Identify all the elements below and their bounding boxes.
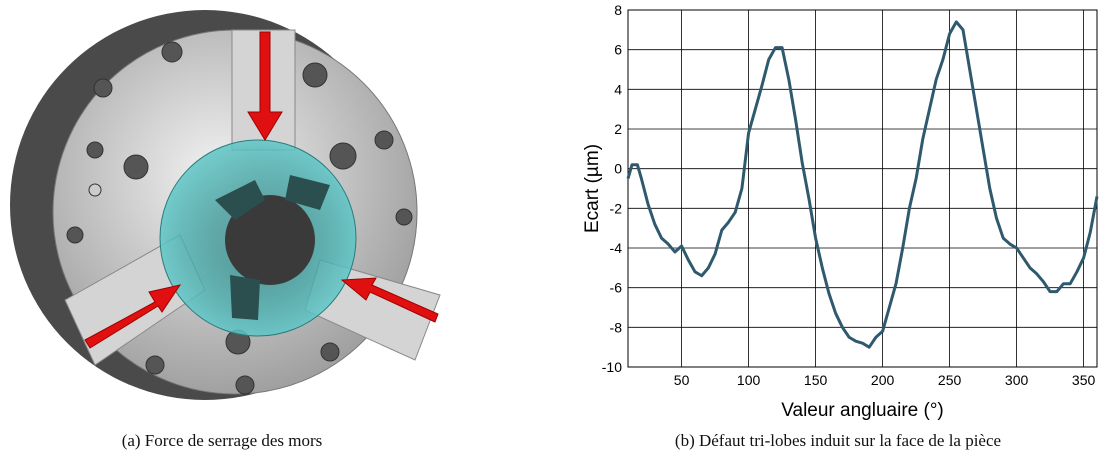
y-tick-label: -6 bbox=[610, 280, 623, 296]
caption-a: (a) Force de serrage des mors bbox=[122, 431, 323, 450]
plot-frame bbox=[627, 9, 1098, 368]
x-axis-label: Valeur angluaire (°) bbox=[781, 400, 944, 421]
x-tick-label: 200 bbox=[871, 372, 895, 388]
y-tick-label: 2 bbox=[614, 121, 622, 137]
y-tick-label: 0 bbox=[614, 161, 622, 177]
x-tick-label: 50 bbox=[674, 372, 690, 388]
caption-b: (b) Défaut tri-lobes induit sur la face … bbox=[675, 431, 1001, 450]
y-axis-label: Ecart (µm) bbox=[582, 144, 603, 233]
x-tick-label: 350 bbox=[1072, 372, 1096, 388]
y-tick-label: 6 bbox=[614, 42, 622, 58]
y-tick-label: 8 bbox=[614, 2, 622, 18]
y-tick-label: -4 bbox=[610, 240, 623, 256]
x-tick-label: 150 bbox=[804, 372, 828, 388]
y-tick-label: -8 bbox=[610, 319, 623, 335]
y-tick-label: -10 bbox=[602, 359, 622, 375]
x-tick-label: 300 bbox=[1005, 372, 1029, 388]
y-tick-label: -2 bbox=[610, 200, 623, 216]
x-tick-label: 250 bbox=[938, 372, 962, 388]
x-tick-label: 100 bbox=[737, 372, 761, 388]
y-tick-label: 4 bbox=[614, 81, 622, 97]
data-line bbox=[626, 20, 1099, 349]
chuck-illustration bbox=[10, 10, 441, 400]
